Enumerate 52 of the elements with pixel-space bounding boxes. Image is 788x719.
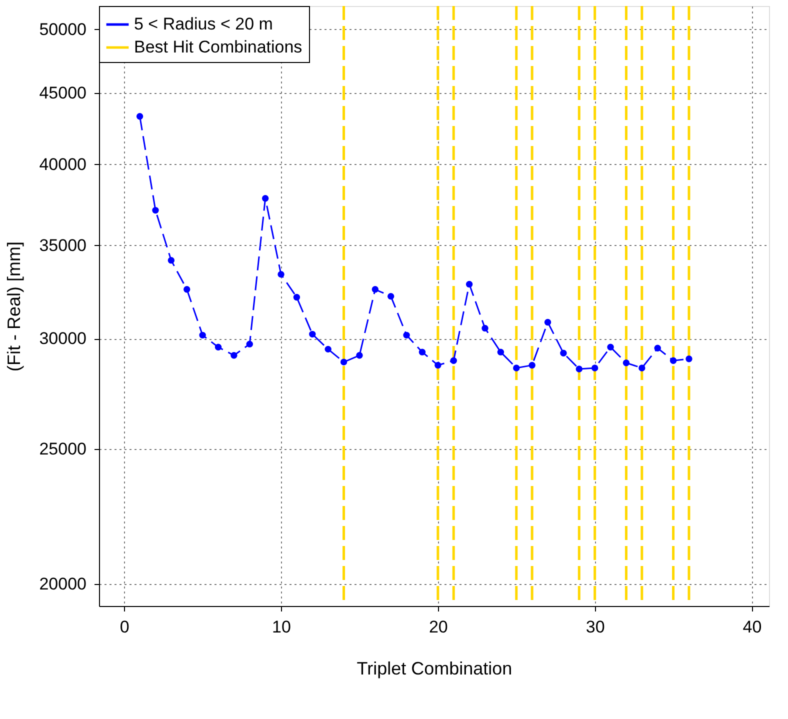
point [622,360,630,366]
point [340,358,348,366]
point [591,364,598,372]
point [638,364,646,372]
point [513,364,520,372]
point [418,348,426,356]
point [654,344,661,352]
point [450,357,457,364]
point [309,330,316,338]
point [199,332,206,339]
point [184,286,190,293]
point [466,280,473,288]
point [262,194,269,202]
y-tick-label: 30000 [39,329,86,348]
y-tick-label: 45000 [39,84,86,103]
point [686,356,692,362]
point [387,292,394,300]
point [230,352,238,359]
point [168,256,175,264]
y-tick-label: 40000 [39,154,86,174]
y-tick-label: 50000 [39,20,86,39]
x-tick-label: 10 [272,618,291,636]
point [152,206,159,214]
point [560,350,567,356]
point [434,362,442,369]
point [670,357,677,364]
x-tick-label: 30 [586,618,605,636]
point [607,344,614,350]
ref-line-label: Best Hit Combinations [134,38,302,56]
point [544,318,552,326]
point [356,352,363,359]
point [482,324,488,332]
y-tick-label: 25000 [39,439,86,458]
y-axis-title: (Fit - Real) [mm] [4,242,24,372]
point [497,348,504,356]
point [293,294,300,301]
x-axis-title: Triplet Combination [356,658,512,678]
point [403,332,410,339]
x-tick-label: 20 [428,618,448,636]
y-tick-label: 35000 [39,236,86,255]
y-tick-label: 20000 [39,574,86,594]
point [576,366,582,372]
point [372,286,379,293]
point [528,362,536,369]
x-tick-label: 0 [120,618,130,636]
x-tick-label: 40 [742,618,762,636]
point [278,270,284,278]
point [246,340,253,348]
legend-label: 5 < Radius < 20 m [134,14,273,34]
point [214,344,222,350]
point [324,346,332,353]
point [136,113,144,120]
